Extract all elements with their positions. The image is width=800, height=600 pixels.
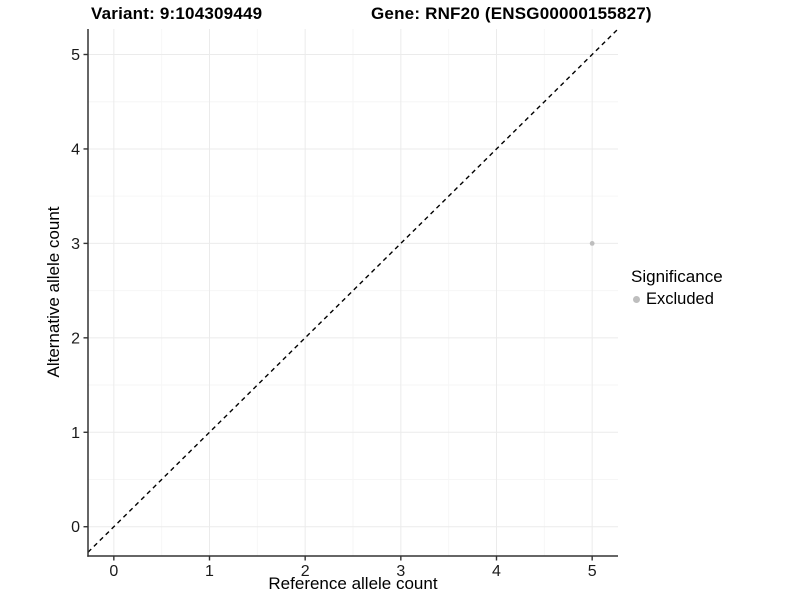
y-tick-label: 2	[71, 330, 80, 347]
y-tick-label: 1	[71, 425, 80, 442]
legend-title: Significance	[631, 267, 723, 286]
legend: Significance Excluded	[631, 267, 723, 309]
circle-icon	[633, 296, 640, 303]
y-tick-label: 0	[71, 519, 80, 536]
x-tick-label: 0	[109, 563, 118, 580]
plot-title-variant: Variant: 9:104309449	[91, 4, 263, 23]
legend-item-label: Excluded	[646, 290, 714, 308]
x-tick-label: 3	[396, 563, 405, 580]
x-tick-label: 5	[588, 563, 597, 580]
y-axis-title: Alternative allele count	[44, 206, 63, 378]
x-tick-label: 4	[492, 563, 501, 580]
x-tick-label: 1	[205, 563, 214, 580]
y-tick-label: 3	[71, 236, 80, 253]
data-point-excluded	[589, 240, 595, 246]
x-tick-label: 2	[301, 563, 310, 580]
y-tick-label: 5	[71, 47, 80, 64]
y-tick-label: 4	[71, 141, 80, 158]
x-axis-title: Reference allele count	[268, 574, 438, 593]
plot-title-gene: Gene: RNF20 (ENSG00000155827)	[371, 4, 652, 23]
legend-item-excluded: Excluded	[631, 290, 723, 309]
